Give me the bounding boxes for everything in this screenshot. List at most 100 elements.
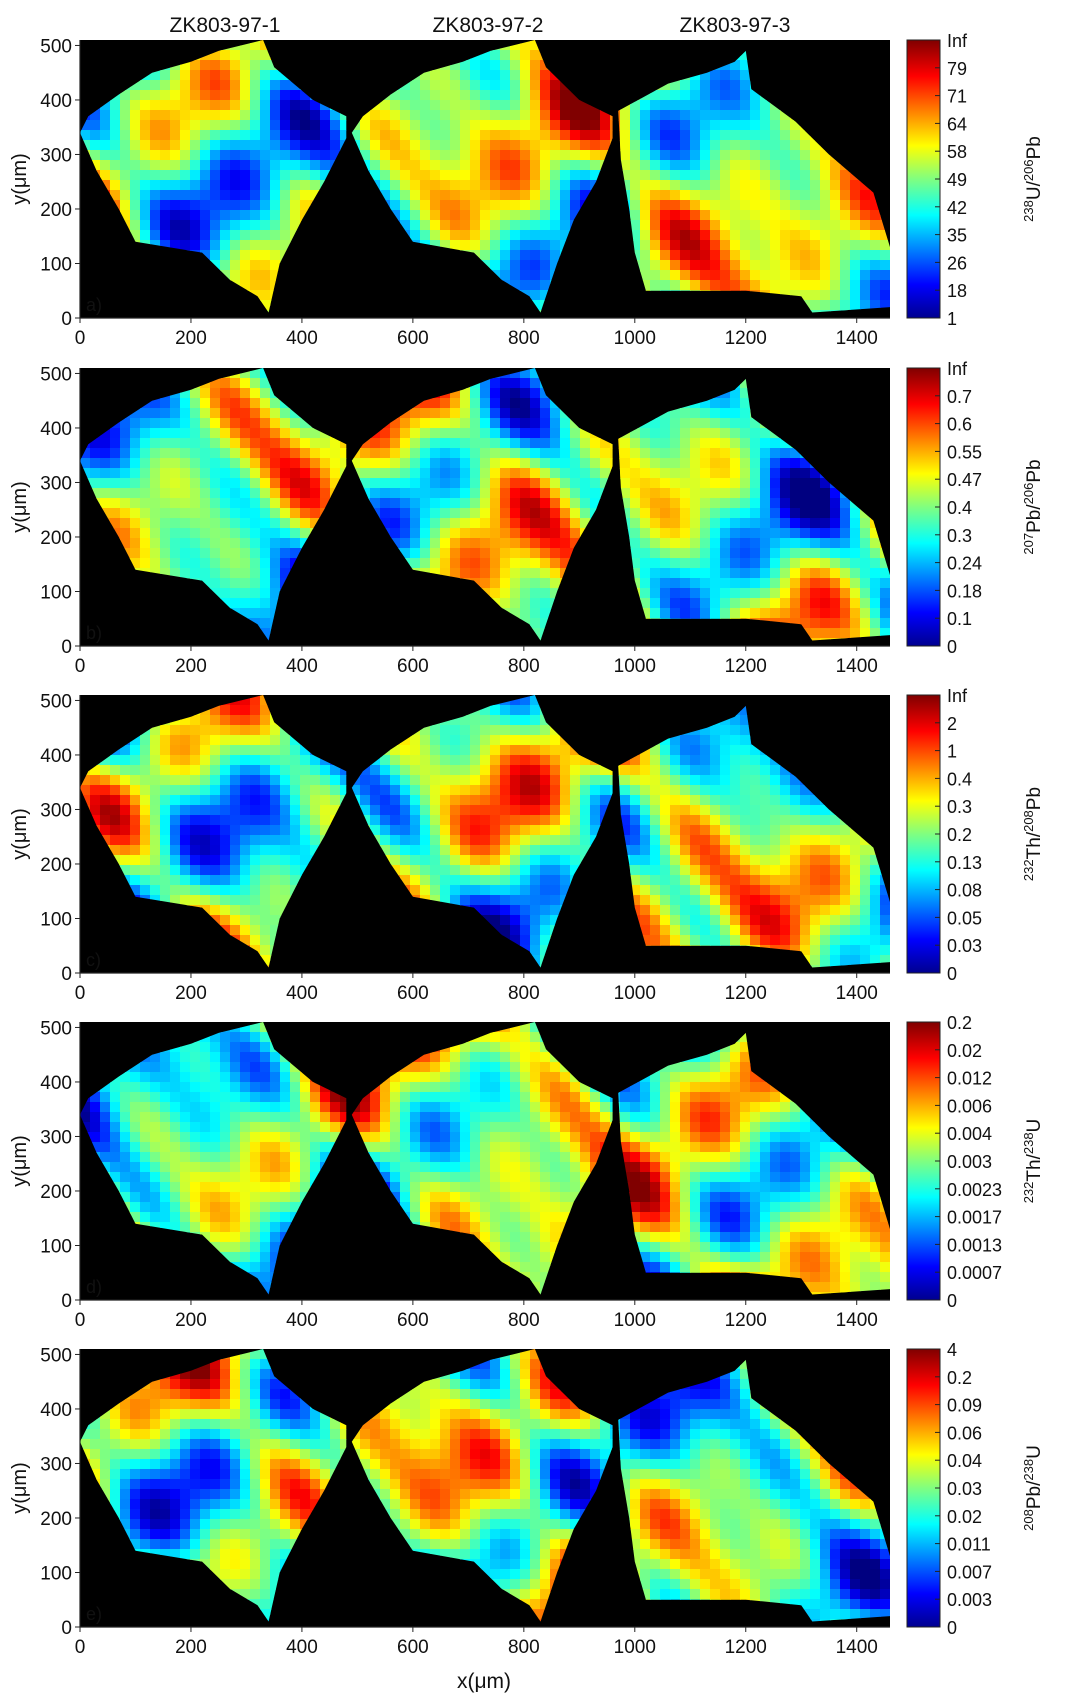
- heatmap-cell: [520, 518, 531, 529]
- heatmap-cell: [630, 508, 641, 519]
- heatmap-cell: [670, 488, 681, 499]
- heatmap-cell: [470, 538, 481, 549]
- heatmap-cell: [580, 428, 591, 439]
- heatmap-cell: [290, 220, 301, 231]
- x-tick-label: 600: [397, 656, 429, 677]
- heatmap-cell: [530, 70, 541, 81]
- heatmap-cell: [600, 448, 611, 459]
- heatmap-cell: [310, 498, 321, 509]
- heatmap-cell: [220, 50, 231, 61]
- heatmap-cell: [140, 150, 151, 161]
- heatmap-cell: [480, 468, 491, 479]
- heatmap-cell: [480, 150, 491, 161]
- heatmap-cell: [740, 568, 751, 579]
- heatmap-cell: [530, 388, 541, 399]
- heatmap-cell: [850, 270, 861, 281]
- heatmap-cell: [510, 398, 521, 409]
- heatmap-cell: [510, 180, 521, 191]
- heatmap-cell: [470, 150, 481, 161]
- heatmap-cell: [420, 548, 431, 559]
- heatmap-cell: [210, 50, 221, 61]
- heatmap-cell: [270, 438, 281, 449]
- heatmap-cell: [710, 240, 721, 251]
- heatmap-cell: [470, 200, 481, 211]
- heatmap-cell: [530, 368, 541, 379]
- heatmap-cell: [590, 488, 601, 499]
- heatmap-cell: [450, 498, 461, 509]
- heatmap-cell: [770, 270, 781, 281]
- heatmap-cell: [240, 130, 251, 141]
- heatmap-cell: [480, 418, 491, 429]
- heatmap-cell: [690, 498, 701, 509]
- heatmap-cell: [430, 180, 441, 191]
- heatmap-cell: [540, 568, 551, 579]
- heatmap-cell: [430, 568, 441, 579]
- heatmap-cell: [730, 508, 741, 519]
- heatmap-cell: [210, 210, 221, 221]
- heatmap-cell: [230, 100, 241, 111]
- heatmap-cell: [150, 428, 161, 439]
- heatmap-cell: [210, 230, 221, 241]
- heatmap-cell: [250, 260, 261, 271]
- heatmap-cell: [550, 448, 561, 459]
- heatmap-cell: [760, 528, 771, 539]
- heatmap-cell: [150, 448, 161, 459]
- heatmap-cell: [740, 170, 751, 181]
- x-tick-label: 1200: [725, 656, 767, 677]
- heatmap-cell: [290, 528, 301, 539]
- heatmap-cell: [480, 518, 491, 529]
- heatmap-cell: [690, 80, 701, 91]
- heatmap-cell: [190, 180, 201, 191]
- heatmap-cell: [310, 508, 321, 519]
- heatmap-cell: [730, 725, 741, 736]
- heatmap-cell: [530, 200, 541, 211]
- heatmap-cell: [130, 488, 141, 499]
- heatmap-cell: [210, 60, 221, 71]
- heatmap-cell: [580, 438, 591, 449]
- heatmap-cell: [330, 438, 341, 449]
- heatmap-cell: [550, 508, 561, 519]
- heatmap-cell: [830, 608, 841, 619]
- sample-title-3: ZK803-97-3: [680, 14, 791, 37]
- heatmap-cell: [470, 448, 481, 459]
- heatmap-cell: [250, 40, 261, 51]
- heatmap-cell: [400, 428, 411, 439]
- heatmap-cell: [200, 190, 211, 201]
- heatmap-cell: [220, 160, 231, 171]
- heatmap-cell: [730, 388, 741, 399]
- heatmap-cell: [730, 578, 741, 589]
- heatmap-cell: [540, 220, 551, 231]
- heatmap-cell: [840, 608, 851, 619]
- heatmap-cell: [830, 190, 841, 201]
- heatmap-cell: [200, 715, 211, 726]
- heatmap-cell: [830, 300, 841, 311]
- heatmap-cell: [510, 140, 521, 151]
- heatmap-cell: [200, 408, 211, 419]
- heatmap-cell: [130, 110, 141, 121]
- heatmap-cell: [270, 518, 281, 529]
- heatmap-cell: [210, 80, 221, 91]
- heatmap-cell: [820, 608, 831, 619]
- heatmap-cell: [200, 518, 211, 529]
- heatmap-cell: [780, 568, 791, 579]
- heatmap-cell: [550, 210, 561, 221]
- heatmap-cell: [300, 438, 311, 449]
- heatmap-cell: [720, 568, 731, 579]
- heatmap-cell: [530, 90, 541, 101]
- heatmap-cell: [450, 518, 461, 529]
- heatmap-cell: [190, 418, 201, 429]
- heatmap-cell: [870, 588, 881, 599]
- heatmap-cell: [570, 538, 581, 549]
- heatmap-cell: [540, 725, 551, 736]
- heatmap-cell: [240, 388, 251, 399]
- heatmap-cell: [740, 388, 751, 399]
- heatmap-cell: [870, 250, 881, 261]
- heatmap-cell: [90, 468, 101, 479]
- heatmap-cell: [490, 478, 501, 489]
- heatmap-cell: [570, 478, 581, 489]
- heatmap-cell: [260, 70, 271, 81]
- heatmap-cell: [230, 428, 241, 439]
- heatmap-cell: [420, 200, 431, 211]
- heatmap-cell: [770, 250, 781, 261]
- colorbar-tick-label: 0.24: [947, 554, 982, 574]
